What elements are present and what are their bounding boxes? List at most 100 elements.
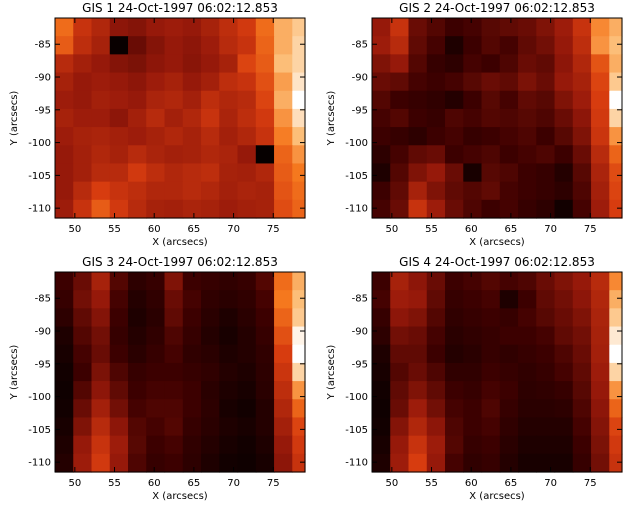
heatmap-cell <box>445 326 464 346</box>
heatmap-cell <box>372 108 391 128</box>
heatmap-cell <box>518 163 537 183</box>
heatmap-cell <box>109 399 129 419</box>
heatmap-cell <box>481 326 501 346</box>
heatmap-cell <box>164 163 184 183</box>
heatmap-cell <box>146 344 166 364</box>
heatmap-cell <box>292 417 306 437</box>
heatmap-cell <box>146 199 166 219</box>
heatmap-cell <box>109 108 129 128</box>
heatmap-cell <box>73 181 93 201</box>
heatmap-cell <box>55 399 74 419</box>
heatmap-cell <box>554 399 574 419</box>
heatmap-cell <box>390 362 410 382</box>
y-tick-label: -85 <box>352 294 368 305</box>
heatmap-cell <box>591 90 610 110</box>
heatmap-cell <box>463 326 483 346</box>
heatmap-cell <box>274 453 293 473</box>
heatmap-cell <box>73 18 93 37</box>
heatmap-cell <box>237 326 257 346</box>
heatmap-cell <box>201 90 220 110</box>
heatmap-cell <box>128 127 147 146</box>
heatmap-cell <box>536 381 556 400</box>
heatmap-cell <box>390 399 410 419</box>
heatmap-cell <box>572 344 592 364</box>
heatmap-cell <box>372 381 391 400</box>
heatmap-cell <box>164 326 184 346</box>
heatmap-cell <box>128 453 147 473</box>
heatmap-cell <box>201 453 220 473</box>
heatmap-cell <box>463 417 483 437</box>
heatmap-cell <box>609 72 623 92</box>
heatmap-cell <box>554 344 574 364</box>
heatmap-cell <box>591 199 610 219</box>
heatmap-cell <box>609 145 623 165</box>
heatmap-cell <box>182 18 202 37</box>
heatmap-cell <box>408 272 428 291</box>
heatmap-cell <box>408 145 428 165</box>
heatmap-cell <box>372 344 391 364</box>
heatmap-cell <box>274 344 293 364</box>
y-tick-label: -105 <box>28 171 51 182</box>
heatmap-cell <box>182 381 202 400</box>
heatmap-cell <box>426 54 446 74</box>
heatmap-cell <box>499 54 519 74</box>
heatmap-cell <box>128 18 147 37</box>
heatmap-cell <box>219 290 239 309</box>
heatmap-cell <box>609 362 623 382</box>
heatmap-cell <box>274 326 293 346</box>
heatmap-cell <box>255 290 275 309</box>
heatmap-cell <box>219 381 239 400</box>
heatmap-cell <box>219 54 239 74</box>
heatmap-cell <box>372 199 391 219</box>
heatmap-cell <box>445 90 464 110</box>
heatmap-cell <box>426 326 446 346</box>
heatmap-cell <box>518 381 537 400</box>
heatmap-cell <box>499 36 519 55</box>
heatmap-cell <box>536 108 556 128</box>
heatmap-cell <box>481 163 501 183</box>
heatmap-cell <box>499 181 519 201</box>
heatmap-cell <box>164 127 184 146</box>
heatmap-cell <box>164 199 184 219</box>
heatmap-cell <box>372 308 391 328</box>
plot-frame <box>371 17 623 219</box>
y-tick-label: -90 <box>35 73 51 84</box>
y-tick-label: -90 <box>35 327 51 338</box>
heatmap-cell <box>390 308 410 328</box>
heatmap-cell <box>518 453 537 473</box>
heatmap-cell <box>536 54 556 74</box>
heatmap-cell <box>372 181 391 201</box>
heatmap-cell <box>408 199 428 219</box>
heatmap-cell <box>164 54 184 74</box>
heatmap-cell <box>426 290 446 309</box>
heatmap-cell <box>146 290 166 309</box>
heatmap-cell <box>164 308 184 328</box>
x-axis-label: X (arcsecs) <box>152 491 208 502</box>
heatmap-cell <box>481 145 501 165</box>
heatmap-cell <box>518 108 537 128</box>
heatmap-cell <box>372 272 391 291</box>
heatmap-cell <box>237 90 257 110</box>
heatmap-cell <box>128 272 147 291</box>
heatmap-cell <box>481 127 501 146</box>
heatmap-cell <box>274 145 293 165</box>
heatmap-cell <box>445 362 464 382</box>
heatmap-cell <box>146 453 166 473</box>
x-tick-label: 55 <box>108 224 121 235</box>
heatmap-cell <box>91 399 111 419</box>
heatmap-cell <box>55 163 74 183</box>
heatmap-panel-2: 50 55 60 65 70 75 -85 -90 -95 -100 -105 -110 GIS 2 2… <box>326 1 623 248</box>
heatmap-cell <box>499 399 519 419</box>
heatmap-cell <box>274 290 293 309</box>
heatmap-cell <box>499 381 519 400</box>
heatmap-cell <box>591 435 610 455</box>
x-tick-label: 60 <box>148 478 161 489</box>
heatmap-cell <box>572 453 592 473</box>
heatmap-cell <box>274 163 293 183</box>
heatmap-cell <box>201 417 220 437</box>
heatmap-cell <box>274 272 293 291</box>
heatmap-cell <box>554 362 574 382</box>
heatmap-cell <box>463 290 483 309</box>
x-tick-label: 75 <box>267 224 280 235</box>
heatmap-cell <box>55 435 74 455</box>
